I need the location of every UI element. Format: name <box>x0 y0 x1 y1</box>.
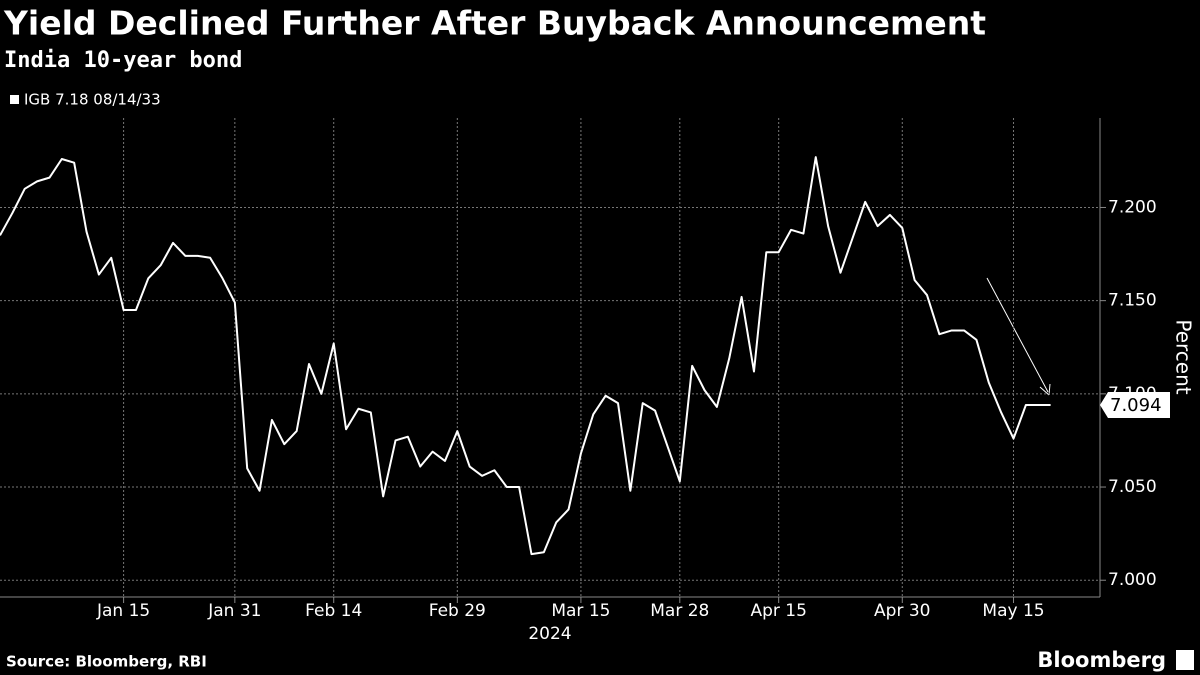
x-tick-label: Mar 15 <box>551 601 610 621</box>
last-value-box <box>1100 392 1170 419</box>
brand: Bloomberg <box>1037 648 1166 672</box>
annotation-arrowhead <box>1039 383 1051 396</box>
x-tick-label: Apr 30 <box>874 601 930 621</box>
x-tick-label: Feb 14 <box>305 601 362 621</box>
x-tick-label: Jan 31 <box>207 601 261 621</box>
annotation-arrow <box>986 277 1049 393</box>
chart-subtitle: India 10-year bond <box>4 48 242 73</box>
last-value-label: 7.094 <box>1110 395 1162 416</box>
chart-title: Yield Declined Further After Buyback Ann… <box>3 4 986 43</box>
y-tick-label: 7.000 <box>1108 570 1157 590</box>
y-axis-label: Percent <box>1172 319 1196 394</box>
x-tick-label: Jan 15 <box>96 601 150 621</box>
y-tick-label: 7.150 <box>1108 291 1157 311</box>
x-axis-label: 2024 <box>528 624 571 644</box>
source: Source: Bloomberg, RBI <box>6 653 207 671</box>
x-tick-label: Mar 28 <box>650 601 709 621</box>
y-tick-label: 7.050 <box>1108 477 1157 497</box>
x-tick-label: Apr 15 <box>750 601 806 621</box>
brand-icon <box>1176 650 1194 670</box>
legend-label: IGB 7.18 08/14/33 <box>24 91 161 109</box>
y-tick-label: 7.200 <box>1108 197 1157 217</box>
legend-swatch <box>10 95 19 104</box>
x-tick-label: May 15 <box>982 601 1044 621</box>
x-tick-label: Feb 29 <box>429 601 486 621</box>
line-series <box>0 156 1051 556</box>
